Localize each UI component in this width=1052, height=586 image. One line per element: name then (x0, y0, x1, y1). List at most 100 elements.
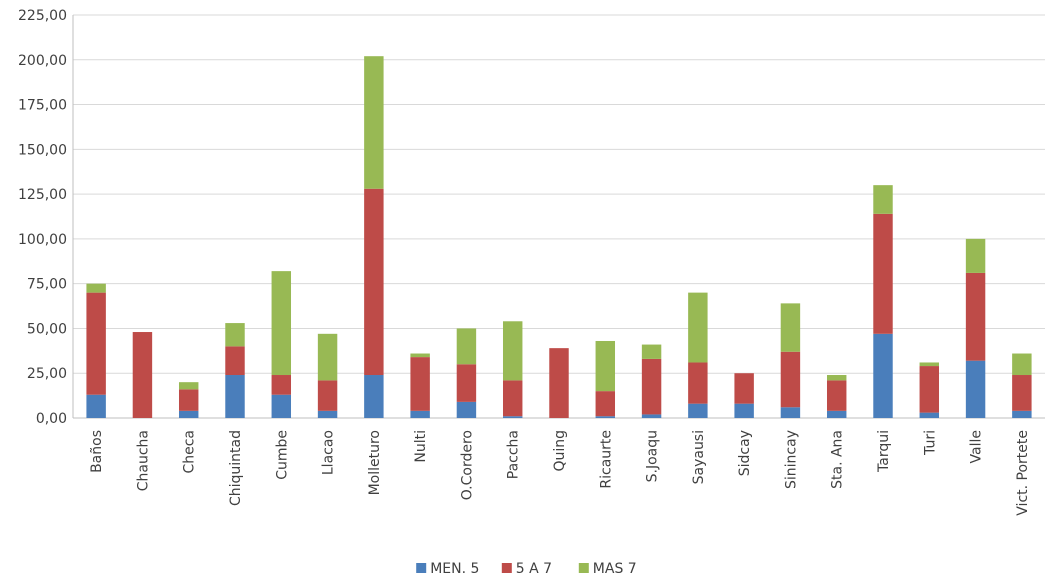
bar-segment (780, 407, 801, 418)
bar-segment (317, 410, 338, 418)
bar-segment (1012, 375, 1032, 411)
bar-segment (873, 213, 893, 334)
bar-segment (364, 56, 384, 189)
bar-segment (1012, 410, 1032, 418)
bar-segment (132, 332, 153, 418)
y-tick-label: 125,00 (18, 187, 67, 203)
x-category-label: Sidcay (737, 430, 753, 476)
x-category-label: Nulti (413, 430, 429, 463)
bar-segment (271, 394, 292, 418)
legend-label: MAS 7 (593, 561, 637, 577)
bar-segment (826, 410, 847, 418)
bar-segment (456, 328, 477, 365)
x-category-label: Sta. Ana (830, 430, 846, 489)
y-axis-ticks: 0,00 25,00 50,00 75,00 100,00 125,00 150,00 175… (18, 8, 67, 427)
bar-segment (456, 364, 477, 402)
bar-segment (456, 401, 477, 418)
y-tick-label: 150,00 (18, 142, 67, 158)
legend-label: MEN. 5 (430, 561, 479, 577)
bar-segment (734, 373, 754, 404)
bar-segment (873, 333, 893, 418)
bar-segment (502, 321, 523, 381)
bar-segment (410, 353, 430, 358)
bar-segment (873, 185, 893, 214)
legend: MEN. 5 5 A 7 MAS 7 (416, 561, 637, 577)
x-category-label: Cumbe (274, 430, 290, 480)
legend-swatch (416, 563, 427, 573)
legend-swatch (501, 563, 512, 573)
bar-segment (641, 414, 662, 418)
bar-segment (780, 303, 801, 352)
bar-segment (317, 333, 338, 381)
bar-segment (317, 380, 338, 411)
bar-segment (364, 375, 384, 418)
x-category-label: Turi (922, 430, 938, 456)
bar-segment (595, 416, 616, 418)
x-category-label: O.Cordero (459, 430, 475, 500)
bar-segment (1012, 353, 1032, 376)
bar-segment (688, 362, 708, 404)
bar-segment (86, 394, 106, 418)
bar-segment (965, 238, 986, 273)
bar-segment (826, 375, 847, 381)
bars (86, 56, 1032, 418)
x-category-label: Molleturo (367, 430, 383, 495)
bar-segment (410, 410, 430, 418)
legend-label: 5 A 7 (516, 561, 552, 577)
x-category-label: Quing (552, 430, 568, 472)
x-category-label: Sinincay (783, 430, 799, 489)
x-category-label: Sayausi (691, 430, 707, 484)
bar-segment (919, 412, 940, 418)
bar-segment (919, 366, 940, 413)
y-tick-label: 175,00 (18, 98, 67, 114)
bar-segment (225, 375, 245, 418)
x-category-label: S.Joaqu (645, 430, 661, 482)
bar-segment (688, 403, 708, 418)
bar-segment (178, 382, 199, 390)
bar-segment (86, 283, 106, 293)
y-tick-label: 25,00 (27, 366, 67, 382)
bar-segment (780, 351, 801, 408)
bar-segment (225, 346, 245, 376)
legend-swatch (578, 563, 589, 573)
x-category-label: Tarqui (876, 430, 892, 473)
x-category-label: Baños (89, 430, 105, 473)
bar-segment (641, 358, 662, 415)
y-tick-label: 200,00 (18, 53, 67, 69)
x-category-label: Valle (969, 430, 985, 463)
bar-segment (364, 188, 384, 376)
bar-segment (549, 348, 569, 418)
x-axis-categories: Baños Chaucha Checa Chiquintad Cumbe Llacao Mo… (89, 430, 1031, 516)
bar-segment (502, 416, 523, 418)
bar-segment (641, 344, 662, 359)
bar-segment (178, 410, 199, 418)
bar-segment (595, 391, 616, 417)
bar-segment (919, 362, 940, 367)
y-tick-label: 0,00 (36, 411, 67, 427)
bar-segment (410, 357, 430, 411)
bar-segment (734, 403, 754, 418)
bar-segment (502, 380, 523, 417)
x-category-label: Chiquintad (228, 430, 244, 506)
bar-segment (86, 292, 106, 395)
y-tick-label: 50,00 (27, 321, 67, 337)
y-tick-label: 225,00 (18, 8, 67, 24)
bar-segment (271, 271, 292, 376)
bar-segment (178, 389, 199, 411)
y-tick-label: 100,00 (18, 232, 67, 248)
bar-segment (225, 323, 245, 347)
bar-segment (826, 380, 847, 411)
y-tick-label: 75,00 (27, 277, 67, 293)
bar-segment (965, 272, 986, 361)
x-category-label: Ricaurte (598, 430, 614, 489)
x-category-label: Paccha (506, 430, 522, 479)
x-category-label: Llacao (321, 430, 337, 475)
bar-segment (595, 340, 616, 392)
x-category-label: Checa (182, 430, 198, 474)
x-category-label: Vict. Portete (1015, 430, 1031, 516)
bar-segment (688, 292, 708, 363)
bar-segment (965, 360, 986, 418)
x-category-label: Chaucha (135, 430, 151, 491)
bar-segment (271, 375, 292, 395)
